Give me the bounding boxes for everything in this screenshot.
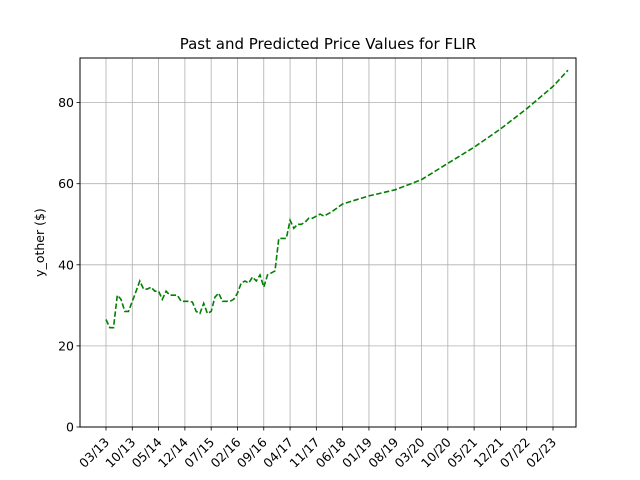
series-layer — [105, 69, 569, 329]
y-axis: 0 20 40 60 80 — [58, 95, 80, 435]
y-tick-label: 80 — [58, 95, 74, 110]
y-tick-label: 60 — [58, 176, 74, 191]
y-tick-label: 40 — [58, 257, 74, 272]
y-axis-label: y_other ($) — [32, 208, 47, 277]
y-tick-label: 20 — [58, 338, 74, 353]
y-tick-label: 0 — [66, 420, 74, 435]
plot-frame — [79, 57, 577, 428]
grid-layer — [80, 58, 576, 428]
chart-title: Past and Predicted Price Values for FLIR — [180, 35, 477, 53]
series-line — [105, 69, 569, 329]
